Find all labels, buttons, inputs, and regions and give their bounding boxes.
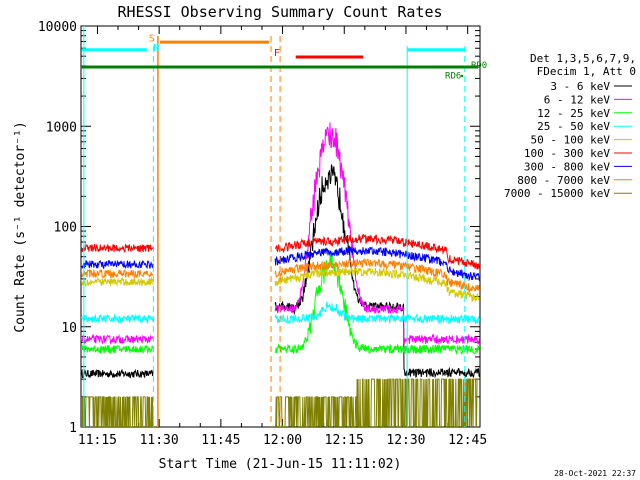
footer-timestamp: 28-Oct-2021 22:37 xyxy=(554,469,636,478)
legend-entry: 25 - 50 keV xyxy=(537,120,610,133)
series-line xyxy=(81,368,154,379)
legend: Det 1,3,5,6,7,9,FDecim 1, Att 0 3 - 6 keV… xyxy=(504,52,636,200)
series-line xyxy=(274,258,480,293)
x-tick-label: 11:45 xyxy=(201,433,240,448)
y-tick-label: 1 xyxy=(69,421,77,436)
y-tick-label: 1000 xyxy=(46,120,77,135)
x-tick-label: 11:15 xyxy=(78,433,117,448)
annotation-label: N xyxy=(153,43,159,54)
legend-entry: 50 - 100 keV xyxy=(531,134,611,147)
series-line xyxy=(81,276,154,287)
x-tick-label: 12:00 xyxy=(263,433,302,448)
rd6-point xyxy=(461,74,464,77)
legend-header: Det 1,3,5,6,7,9, xyxy=(530,52,636,65)
plot-area: 11:15 11:30 11:45 12:00 12:15 12:30 12:45 1 10 10… xyxy=(38,20,487,448)
legend-entry: 100 - 300 keV xyxy=(524,147,610,160)
series-line xyxy=(275,233,480,270)
series-line xyxy=(274,250,480,356)
y-tick-label: 10000 xyxy=(38,20,77,35)
series-line xyxy=(81,259,154,270)
series-line xyxy=(81,396,154,427)
x-axis-label: Start Time (21-Jun-15 11:11:02) xyxy=(159,457,402,472)
annotation-label: RD6 xyxy=(445,71,461,81)
legend-entry: 6 - 12 keV xyxy=(544,93,611,106)
series-line xyxy=(274,301,480,325)
legend-entry: 300 - 800 keV xyxy=(524,160,610,173)
series-line xyxy=(274,122,480,346)
data-group xyxy=(81,26,480,427)
legend-entry: 7000 - 15000 keV xyxy=(504,187,610,200)
legend-entry: 12 - 25 keV xyxy=(537,107,610,120)
series-line xyxy=(81,333,154,345)
x-tick-label: 12:45 xyxy=(448,433,487,448)
y-axis-label: Count Rate (s⁻¹ detector⁻¹) xyxy=(13,121,28,332)
legend-entry: 800 - 7000 keV xyxy=(517,174,610,187)
x-tick-label: 12:15 xyxy=(325,433,364,448)
y-tick-label: 100 xyxy=(54,221,77,236)
chart-title: RHESSI Observing Summary Count Rates xyxy=(117,3,442,21)
series-line xyxy=(81,313,154,324)
series-line xyxy=(81,269,154,279)
series-line xyxy=(274,246,480,282)
series-line xyxy=(81,242,154,253)
series-line xyxy=(81,344,154,355)
legend-header: FDecim 1, Att 0 xyxy=(537,65,636,78)
legend-entry: 3 - 6 keV xyxy=(550,80,610,93)
series-line xyxy=(275,378,480,427)
x-tick-label: 12:30 xyxy=(386,433,425,448)
series-line xyxy=(274,164,480,379)
annotation-label: RD0 xyxy=(471,61,487,71)
x-tick-label: 11:30 xyxy=(140,433,179,448)
annotation-label: S xyxy=(149,34,155,45)
y-tick-label: 10 xyxy=(61,321,77,336)
annotation-label: F xyxy=(274,48,280,59)
series-line xyxy=(274,266,480,303)
